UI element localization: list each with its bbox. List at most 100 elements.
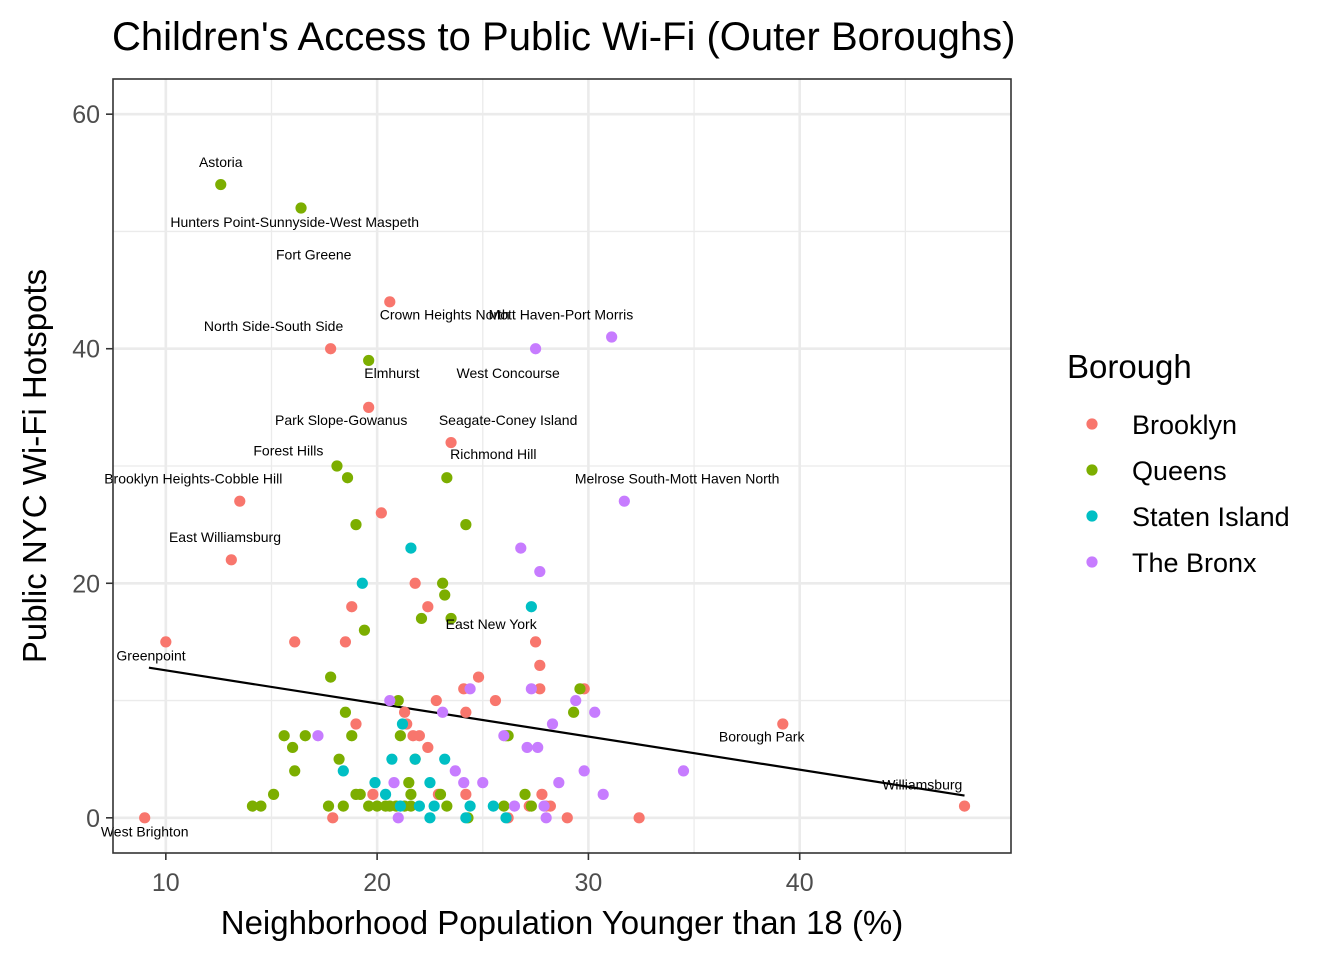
data-point-queens [299,730,311,742]
data-point-staten-island [379,788,392,800]
data-point-brooklyn [534,659,546,671]
data-point-queens [325,671,337,683]
panel-border [112,78,1012,854]
data-point-queens [287,741,299,754]
data-point-brooklyn [350,718,362,730]
data-point-the-bronx [546,718,559,730]
data-point-queens [394,730,406,742]
data-point-queens [460,519,472,531]
y-tick-label: 60 [72,101,100,129]
point-label: Mott Haven-Port Morris [489,306,634,322]
trend-line-group [148,666,965,797]
data-point-queens [215,178,227,191]
data-point-queens [341,472,354,484]
data-point-queens [439,589,451,601]
chart-title: Children's Access to Public Wi-Fi (Outer… [112,15,1016,59]
data-point-queens [331,460,343,472]
y-tick-label: 40 [72,336,100,364]
legend-label-staten-island: Staten Island [1132,502,1290,532]
point-labels: Astoria Hunters Point-Sunnyside-West Masp… [101,154,962,840]
x-tick-label: 20 [363,869,391,897]
data-point-brooklyn [289,636,301,648]
data-point-staten-island [369,777,381,789]
data-point-queens [415,612,428,625]
data-point-brooklyn [160,636,172,648]
data-point-the-bronx [458,777,470,789]
legend-key-staten-island [1086,510,1098,522]
data-point-the-bronx [677,765,690,777]
data-point-brooklyn [472,671,485,683]
data-point-brooklyn [375,507,387,519]
data-point-queens [246,800,259,812]
legend-label-brooklyn: Brooklyn [1132,410,1237,440]
x-axis: 10 20 30 40 [152,853,814,897]
data-point-brooklyn [422,601,434,613]
trend-line [148,666,965,797]
data-point-the-bronx [578,765,590,777]
point-label: East Williamsburg [169,529,281,545]
y-axis-title: Public NYC Wi-Fi Hotspots [16,269,53,663]
data-point-brooklyn [489,694,502,707]
data-point-staten-island [394,800,406,812]
data-point-brooklyn [398,706,411,718]
data-point-staten-island [424,812,436,824]
data-point-brooklyn [327,812,339,824]
data-point-brooklyn [529,636,542,648]
data-point-the-bronx [597,788,609,800]
point-label: East New York [446,616,538,632]
point-label: North Side-South Side [204,318,344,334]
point-label: Forest Hills [253,442,323,458]
data-point-the-bronx [498,730,510,742]
point-label: Park Slope-Gowanus [275,412,407,428]
data-point-staten-island [396,718,409,730]
data-point-brooklyn [413,730,425,742]
point-label: Elmhurst [364,365,419,381]
data-point-queens [519,788,531,800]
data-point-brooklyn [384,296,396,308]
data-point-staten-island [525,601,537,613]
x-tick-label: 30 [575,869,603,897]
data-point-the-bronx [449,765,461,777]
point-label: Fort Greene [276,247,352,263]
data-point-queens [371,800,383,812]
point-label: Astoria [199,154,243,170]
data-point-the-bronx [529,343,542,355]
data-point-brooklyn [234,495,246,507]
y-axis: 0 20 40 60 [72,101,113,833]
data-point-staten-island [405,542,417,554]
data-point-queens [434,788,447,800]
data-point-queens [350,519,362,531]
data-point-brooklyn [445,436,457,449]
data-point-staten-island [460,812,472,824]
data-point-queens [498,800,510,812]
data-point-brooklyn [422,741,434,754]
data-point-the-bronx [534,565,546,578]
data-point-brooklyn [460,788,472,800]
data-point-the-bronx [392,812,404,824]
data-point-queens [525,800,537,812]
data-point-queens [295,202,307,214]
data-point-the-bronx [464,683,476,695]
data-point-brooklyn [430,694,442,707]
data-point-staten-island [439,753,451,765]
data-point-staten-island [413,800,425,812]
data-point-staten-island [487,800,499,812]
data-point-queens [346,730,358,742]
x-tick-label: 10 [152,869,180,897]
data-point-brooklyn [225,554,237,566]
data-point-the-bronx [540,812,552,824]
plot-panel: Astoria Hunters Point-Sunnyside-West Masp… [101,78,1012,854]
data-point-queens [437,577,449,589]
data-point-the-bronx [589,706,601,718]
data-point-brooklyn [346,601,358,613]
data-point-brooklyn [777,718,789,730]
data-point-brooklyn [367,788,379,800]
data-point-the-bronx [538,800,550,812]
data-point-brooklyn [139,812,151,824]
data-point-queens [354,788,366,800]
data-point-the-bronx [508,800,521,812]
data-point-queens [441,472,453,484]
data-point-staten-island [500,812,512,824]
data-point-queens [278,730,290,742]
